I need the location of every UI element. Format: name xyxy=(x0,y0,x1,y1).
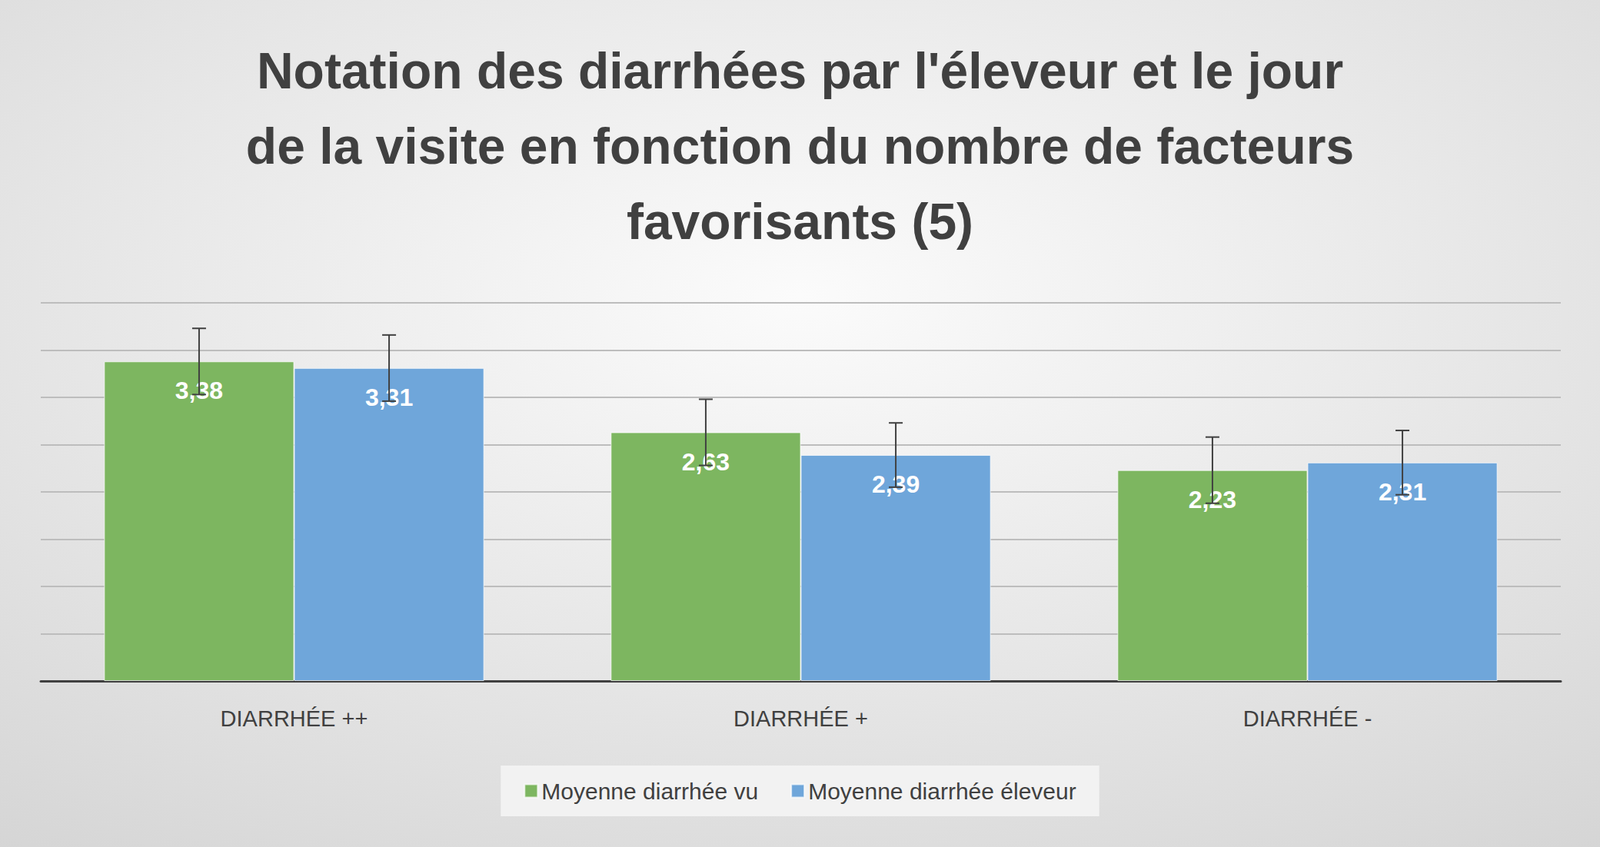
svg-text:2,23: 2,23 xyxy=(1188,485,1237,514)
svg-text:3,38: 3,38 xyxy=(175,376,224,405)
svg-text:3,31: 3,31 xyxy=(365,383,414,412)
svg-text:2,31: 2,31 xyxy=(1378,478,1427,506)
svg-text:Notation des diarrhées par l'é: Notation des diarrhées par l'éleveur et … xyxy=(256,42,1344,100)
svg-text:de la visite en fonction du no: de la visite en fonction du nombre de fa… xyxy=(246,117,1354,175)
svg-text:2,63: 2,63 xyxy=(681,447,730,476)
svg-text:Moyenne diarrhée éleveur: Moyenne diarrhée éleveur xyxy=(808,778,1077,805)
svg-text:favorisants (5): favorisants (5) xyxy=(626,192,974,250)
svg-text:DIARRHÉE -: DIARRHÉE - xyxy=(1243,706,1373,732)
svg-text:Moyenne diarrhée vu: Moyenne diarrhée vu xyxy=(541,778,759,805)
svg-text:DIARRHÉE ++: DIARRHÉE ++ xyxy=(220,706,369,732)
svg-text:2,39: 2,39 xyxy=(871,470,920,499)
svg-text:DIARRHÉE +: DIARRHÉE + xyxy=(733,706,869,732)
